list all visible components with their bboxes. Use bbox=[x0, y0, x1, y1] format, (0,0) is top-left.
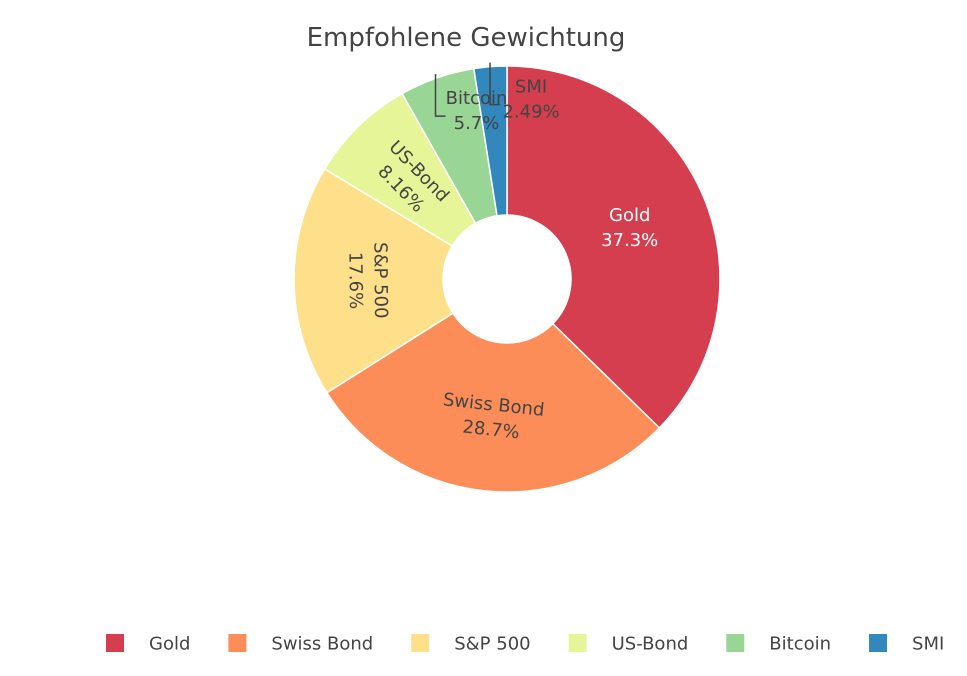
legend-label: Gold bbox=[149, 634, 190, 655]
slice-label-bitcoin: Bitcoin 5.7% bbox=[446, 88, 508, 134]
legend-item-bitcoin[interactable]: Bitcoin bbox=[726, 634, 831, 655]
slice-label-gold: Gold 37.3% bbox=[601, 205, 658, 251]
legend-label: S&P 500 bbox=[454, 634, 530, 655]
legend-label: US-Bond bbox=[612, 634, 689, 655]
slice-label-name: SMI bbox=[515, 76, 547, 97]
legend-swatch bbox=[726, 634, 745, 652]
pie-slices bbox=[293, 65, 721, 493]
legend-item-us-bond[interactable]: US-Bond bbox=[568, 634, 689, 655]
pie-slice-sandp-500 bbox=[293, 167, 454, 394]
legend-swatch bbox=[228, 634, 247, 652]
slice-label-smi: SMI 2.49% bbox=[502, 76, 559, 122]
legend-swatch bbox=[411, 634, 430, 652]
legend-item-sandp-500[interactable]: S&P 500 bbox=[411, 634, 531, 655]
legend-item-swiss-bond[interactable]: Swiss Bond bbox=[228, 634, 373, 655]
slice-label-percent: 2.49% bbox=[502, 101, 559, 122]
slice-label-percent: 37.3% bbox=[601, 230, 658, 251]
slice-label-sandp-500: S&P 50017.6% bbox=[344, 242, 391, 319]
legend-item-gold[interactable]: Gold bbox=[106, 634, 190, 655]
pie-slice-swiss-bond bbox=[325, 312, 661, 493]
legend-swatch bbox=[869, 634, 888, 652]
slice-label-name: Bitcoin bbox=[446, 88, 508, 109]
legend-swatch bbox=[106, 634, 124, 652]
slice-label-percent: 17.6% bbox=[344, 252, 366, 309]
legend-label: Bitcoin bbox=[769, 634, 831, 655]
pie-slice-smi bbox=[472, 65, 508, 217]
leader-line-smi bbox=[489, 62, 501, 106]
pie-slice-gold bbox=[506, 65, 721, 429]
leader-line-bitcoin bbox=[434, 74, 446, 117]
legend-item-smi[interactable]: SMI bbox=[869, 634, 944, 655]
legend: Gold Swiss Bond S&P 500 US-Bond Bitcoin SMI bbox=[106, 634, 944, 655]
legend-label: SMI bbox=[912, 634, 944, 655]
slice-label-name: S&P 500 bbox=[369, 242, 391, 319]
legend-label: Swiss Bond bbox=[271, 634, 373, 655]
legend-swatch bbox=[568, 634, 587, 652]
slice-label-percent: 5.7% bbox=[454, 113, 500, 134]
chart-title: Empfohlene Gewichtung bbox=[307, 23, 626, 53]
slice-label-name: Gold bbox=[609, 205, 650, 226]
